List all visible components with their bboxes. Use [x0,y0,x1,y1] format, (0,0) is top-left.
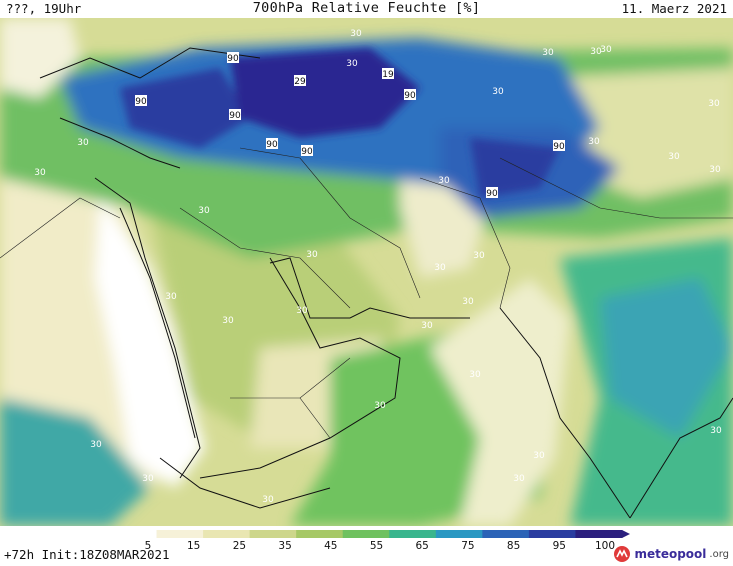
contour-label-bg [301,145,313,156]
contour-label: 30 [469,370,481,380]
brand-logo-group[interactable]: meteopool .org [613,544,729,564]
date-label: 11. Maerz 2021 [621,1,727,16]
contour-label: 30 [668,152,680,162]
contour-label: 30 [590,47,602,57]
contour-label: 90 [301,147,313,157]
legend-tick-label: 35 [278,540,292,552]
contour-label: 90 [553,142,565,152]
legend-tick-label: 95 [552,540,566,552]
contour-label-bg [382,68,394,79]
coastlines [39,47,733,519]
legend-tick-label: 25 [232,540,247,552]
contour-label: 30 [198,206,210,216]
contour-label: 30 [296,306,308,316]
contour-label: 30 [462,297,474,307]
contour-label: 30 [438,176,450,186]
contour-label: 30 [709,165,721,175]
contour-label: 30 [600,45,612,55]
legend-swatch [342,530,390,538]
legend-swatch [482,530,530,538]
contour-label: 30 [708,99,720,109]
dry-region-red-sea [95,198,205,488]
map-title: 700hPa Relative Feuchte [%] [252,0,481,16]
contour-label: 30 [262,495,274,505]
contour-label: 90 [229,111,241,121]
legend-swatch [575,530,623,538]
forecast-init-label: +72h Init:18Z08MAR2021 [4,547,170,562]
contour-label: 29 [294,77,306,87]
moist-core-central [230,48,420,138]
contour-label: 30 [588,137,600,147]
legend-tick-label: 65 [415,540,429,552]
contour-label-bg [227,52,239,63]
contour-label: 30 [533,451,545,461]
legend-tick-label: 75 [461,540,475,552]
contour-label: 30 [350,29,362,39]
legend-swatch [110,530,158,538]
brand-tld: .org [709,548,729,560]
legend-tick-label: 45 [324,540,338,552]
legend-swatch [435,530,483,538]
moist-core-west [120,68,250,148]
contour-label: 90 [135,97,147,107]
contour-label: 30 [434,263,446,273]
legend-swatch [156,530,204,538]
contour-label: 30 [374,401,386,411]
contour-label: 30 [306,250,318,260]
contour-label: 30 [473,251,485,261]
contour-label: 30 [165,292,177,302]
legend-swatch [203,530,251,538]
contour-label: 30 [710,426,722,436]
arabian-sea-pale [430,278,570,526]
contour-label: 30 [513,474,525,484]
brand-name: meteopool [634,547,707,561]
contour-label: 30 [142,474,154,484]
legend-swatch [389,530,437,538]
contour-label: 30 [542,48,554,58]
valid-time-label: ???, 19Uhr [6,1,82,16]
horn-africa-moist [0,398,150,526]
india-blue-patch [600,278,733,438]
color-legend [110,530,630,538]
contour-label: 30 [421,321,433,331]
contour-label-bg [266,138,278,149]
contour-label: 30 [90,440,102,450]
legend-tick-label: 85 [506,540,521,552]
contour-label: 19 [382,70,394,80]
contour-label-bg [135,95,147,106]
moist-core-east [470,138,560,198]
contour-label-bg [553,140,565,151]
legend-arrow [622,530,630,538]
contour-label: 30 [346,59,358,69]
legend-tick-label: 5 [144,540,152,552]
contour-label-bg [486,187,498,198]
contour-label: 90 [266,140,278,150]
contour-label: 90 [486,189,498,199]
contour-label: 30 [492,87,504,97]
legend-tick-label: 100 [594,540,616,552]
country-borders [0,147,733,439]
contour-label-bg [229,109,241,120]
legend-swatch [296,530,344,538]
legend-tick-label: 55 [369,540,384,552]
contour-label: 30 [77,138,89,148]
legend-tick-label: 15 [187,540,201,552]
contour-label: 90 [404,91,416,101]
legend-swatch [528,530,576,538]
contour-label-bg [294,75,306,86]
meteopool-logo-icon [614,546,631,562]
contour-label: 90 [227,54,239,64]
contour-label-bg [404,89,416,100]
legend-swatch [249,530,297,538]
contour-label: 30 [34,168,46,178]
contour-label: 30 [222,316,234,326]
